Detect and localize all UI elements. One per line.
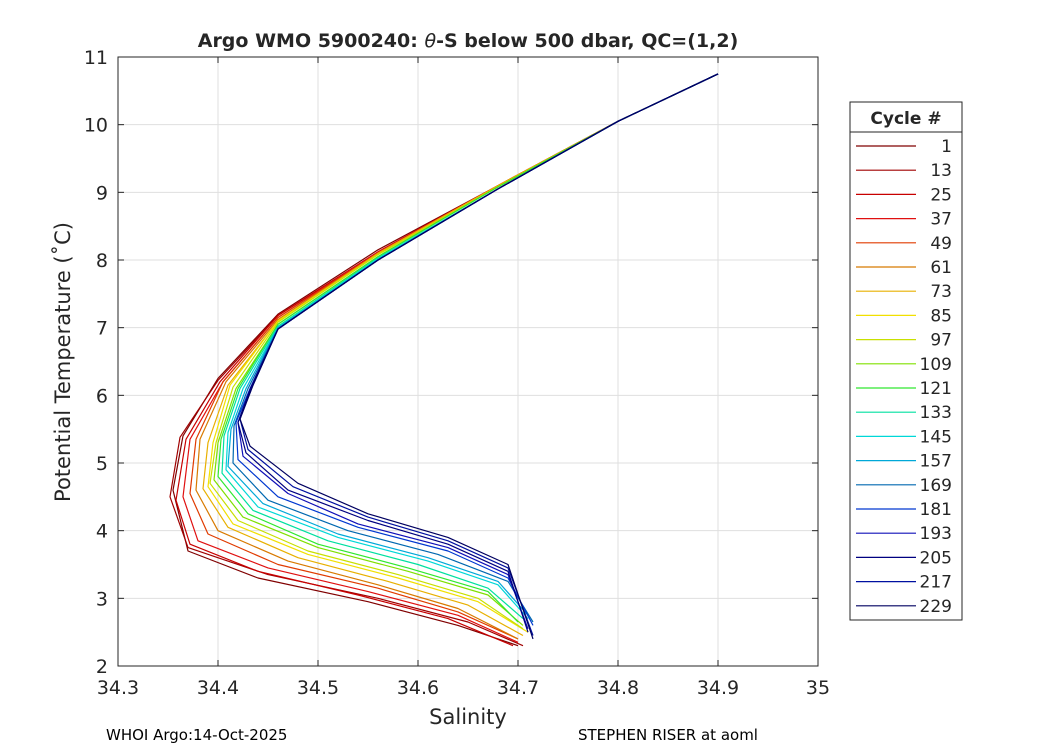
series-line-cycle-73: [202, 73, 719, 637]
y-tick-label: 2: [96, 656, 108, 678]
plot-frame: [117, 56, 819, 667]
x-axis: 34.3 34.4 34.5 34.6 34.7 34.8 34.9 35: [97, 57, 830, 699]
series-layer: [169, 73, 719, 647]
x-tick-label: 34.4: [197, 677, 239, 699]
legend-entry-label: 109: [920, 355, 952, 375]
series-line-cycle-229: [239, 73, 719, 640]
y-axis: 2 3 4 5 6 7 8 9 10 11: [84, 47, 818, 678]
legend-entry-label: 229: [920, 597, 952, 617]
x-tick-label: 34.6: [397, 677, 439, 699]
legend-entry-label: 1: [941, 137, 952, 157]
y-tick-label: 4: [96, 521, 108, 543]
chart-title: Argo WMO 5900240: θ-S below 500 dbar, QC…: [198, 30, 739, 52]
x-tick-label: 34.8: [597, 677, 639, 699]
legend-entry-label: 49: [930, 234, 952, 254]
legend-title: Cycle #: [870, 109, 941, 129]
legend-entry-label: 85: [930, 306, 952, 326]
y-tick-label: 5: [96, 453, 108, 475]
x-tick-label: 35: [806, 677, 830, 699]
legend-entry-label: 133: [920, 403, 952, 423]
legend-entry-label: 61: [930, 258, 952, 278]
legend: Cycle # 1 13 25 37 49 61 73 85 97 109 121 133 145 157…: [849, 101, 963, 621]
y-tick-label: 7: [96, 318, 108, 340]
y-tick-label: 10: [84, 115, 108, 137]
legend-entry-label: 181: [920, 500, 952, 520]
legend-entry-label: 193: [920, 524, 952, 544]
legend-entry-label: 157: [920, 452, 952, 472]
legend-entry-label: 205: [920, 548, 952, 568]
legend-entry-label: 169: [920, 476, 952, 496]
legend-entry-label: 145: [920, 427, 952, 447]
x-tick-label: 34.7: [497, 677, 539, 699]
legend-entries: 1 13 25 37 49 61 73 85 97 109 121 133 145 157 169 181 19…: [856, 137, 952, 617]
y-tick-label: 9: [96, 182, 108, 204]
series-line-cycle-121: [217, 73, 719, 623]
footer-right: STEPHEN RISER at aoml: [578, 726, 758, 744]
legend-entry-label: 217: [920, 573, 952, 593]
legend-entry-label: 121: [920, 379, 952, 399]
legend-entry-label: 25: [930, 185, 952, 205]
x-tick-label: 34.5: [297, 677, 339, 699]
y-tick-label: 3: [96, 588, 108, 610]
x-tick-label: 34.3: [97, 677, 139, 699]
footer-left: WHOI Argo:14-Oct-2025: [106, 726, 287, 744]
x-axis-label: Salinity: [429, 705, 507, 729]
legend-entry-label: 37: [930, 210, 952, 230]
legend-entry-label: 13: [930, 161, 952, 181]
y-tick-label: 11: [84, 47, 108, 69]
y-tick-label: 8: [96, 250, 108, 272]
y-tick-label: 6: [96, 385, 108, 407]
y-axis-label: Potential Temperature (˚C): [51, 222, 75, 502]
legend-entry-label: 97: [930, 331, 952, 351]
legend-entry-label: 73: [930, 282, 952, 302]
x-tick-label: 34.9: [697, 677, 739, 699]
